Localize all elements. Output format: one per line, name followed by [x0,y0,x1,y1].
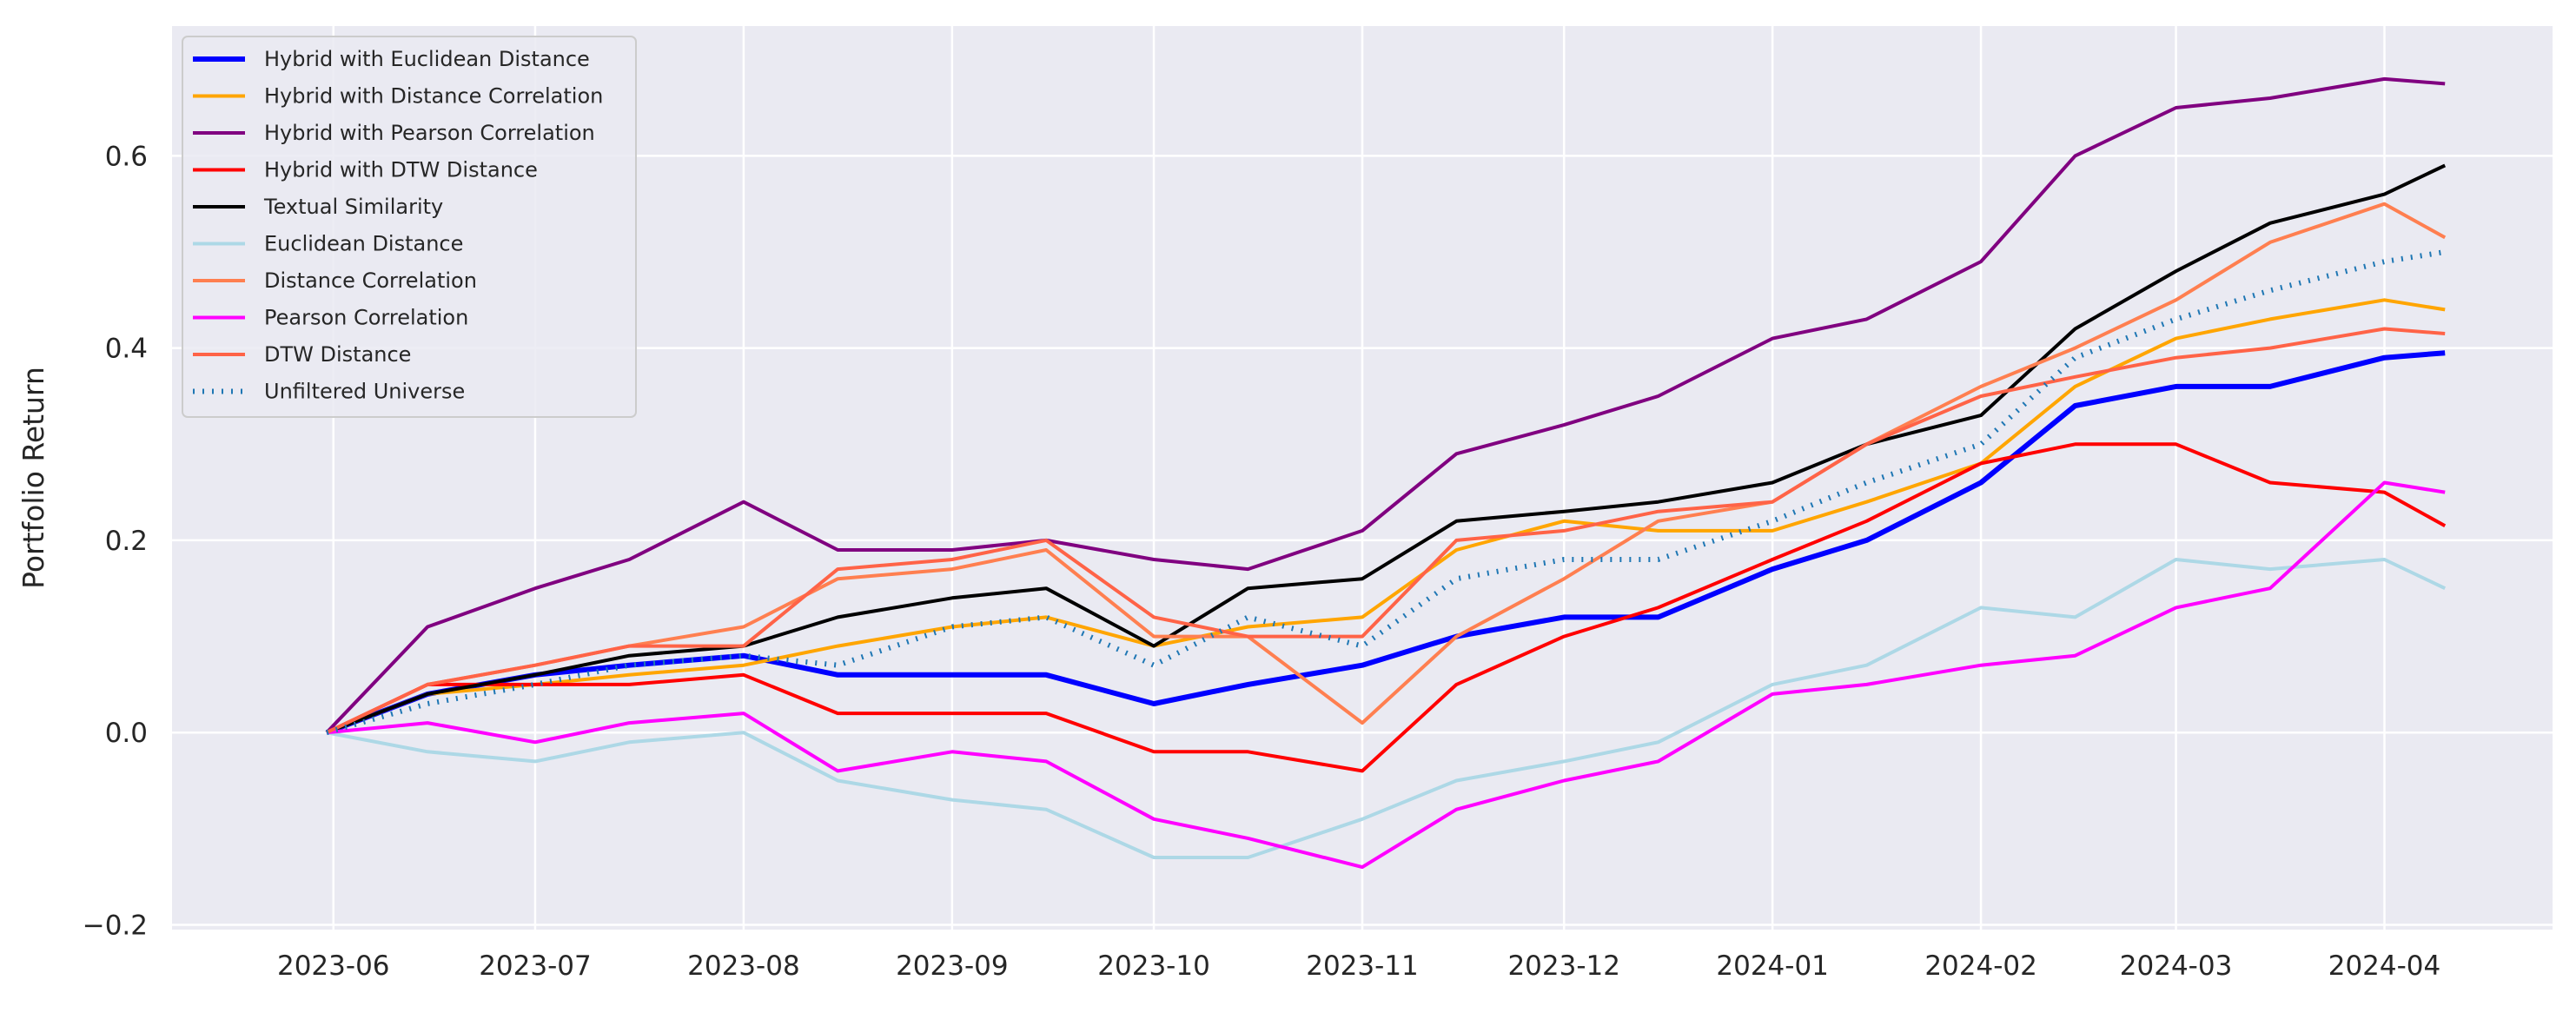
series-line-7 [326,480,2446,870]
y-tick-label: −0.2 [83,910,148,941]
series-line-3 [326,442,2447,773]
x-tick-label: 2023-09 [896,950,1009,982]
y-axis-ticks: −0.2 0.0 0.2 0.4 0.6 [83,141,148,941]
legend-label: Textual Similarity [263,195,443,219]
x-tick-label: 2023-07 [479,950,592,982]
y-tick-label: 0.6 [105,141,148,172]
legend-label: DTW Distance [264,342,411,367]
y-axis-label: Portfolio Return [17,367,50,589]
legend-label: Hybrid with Distance Correlation [264,84,603,109]
series-line-0 [325,350,2446,736]
x-tick-label: 2023-08 [687,950,800,982]
series-line-6 [326,202,2447,735]
x-tick-label: 2024-03 [2120,950,2233,982]
legend-label: Hybrid with DTW Distance [264,158,538,182]
x-axis-ticks: 2023-06 2023-07 2023-08 2023-09 2023-10 2023-… [277,950,2440,982]
legend-label: Unfiltered Universe [264,380,465,404]
legend-label: Pearson Correlation [264,306,468,330]
legend-frame [182,36,637,418]
legend-label: Hybrid with Pearson Correlation [264,121,595,145]
series-line-8 [326,327,2446,735]
legend-label: Distance Correlation [264,268,477,293]
x-tick-label: 2024-04 [2328,950,2441,982]
series-line-4 [326,163,2447,735]
legend-label: Hybrid with Euclidean Distance [264,47,590,71]
legend: Hybrid with Euclidean Distance Hybrid wit… [182,36,637,418]
series-line-5 [326,558,2447,859]
series-line-2 [325,76,2446,734]
y-tick-label: 0.4 [105,334,148,365]
y-tick-label: 0.2 [105,526,148,557]
x-tick-label: 2023-10 [1097,950,1210,982]
x-tick-label: 2023-11 [1306,950,1419,982]
x-tick-label: 2024-01 [1716,950,1829,982]
x-tick-label: 2024-02 [1924,950,2037,982]
series-line-1 [326,298,2446,735]
legend-label: Euclidean Distance [264,232,463,256]
y-tick-label: 0.0 [105,718,148,749]
x-tick-label: 2023-06 [277,950,390,982]
series-layer [325,76,2447,870]
x-tick-label: 2023-12 [1507,950,1620,982]
